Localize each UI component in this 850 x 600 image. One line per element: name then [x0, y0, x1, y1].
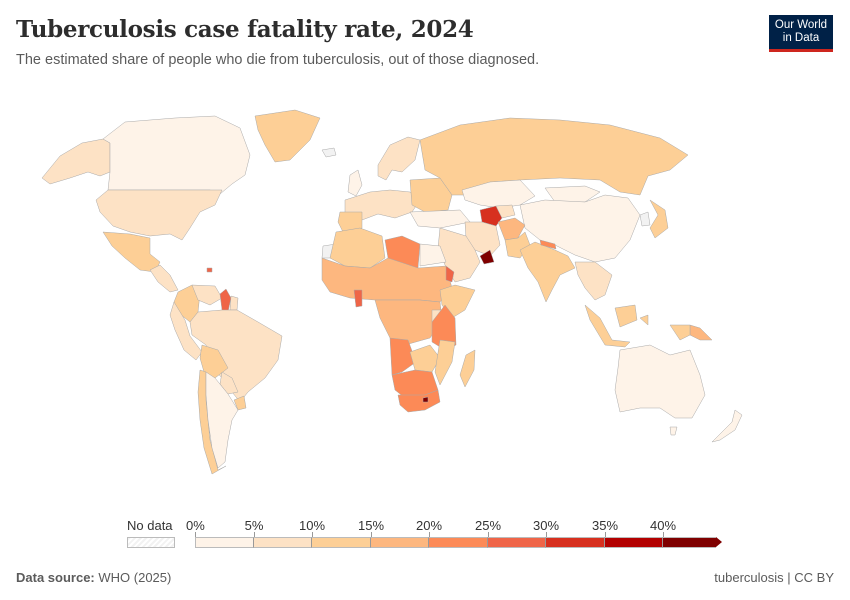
region-central-africa[interactable] — [374, 299, 443, 346]
region-lesotho[interactable] — [422, 396, 429, 403]
legend-no-data-label: No data — [127, 518, 173, 533]
legend-tickmark — [488, 532, 489, 537]
logo-line-1: Our World — [774, 19, 828, 31]
region-eritrea[interactable] — [445, 265, 455, 283]
region-mozambique[interactable] — [434, 339, 456, 386]
legend-tickmark — [371, 532, 372, 537]
region-tasmania[interactable] — [669, 426, 678, 436]
world-map — [0, 90, 850, 510]
region-iceland[interactable] — [321, 147, 337, 158]
legend-bin-10-15[interactable] — [312, 537, 371, 548]
region-canada[interactable] — [102, 115, 251, 195]
region-caribbean-hispaniola[interactable] — [206, 267, 213, 273]
legend-tickmark — [546, 532, 547, 537]
region-angola[interactable] — [389, 337, 417, 376]
legend-bin-35-40[interactable] — [605, 537, 663, 548]
region-japan[interactable] — [649, 199, 669, 239]
region-suriname[interactable] — [229, 295, 239, 311]
region-south-africa[interactable] — [397, 389, 441, 413]
region-sahel[interactable] — [321, 257, 453, 303]
region-guyana[interactable] — [219, 288, 232, 313]
region-alaska[interactable] — [41, 138, 111, 185]
legend-bin-30-35[interactable] — [546, 537, 605, 548]
region-greenland[interactable] — [254, 109, 321, 163]
owid-logo[interactable]: Our World in Data — [769, 15, 833, 52]
legend-tick-25: 25% — [474, 518, 502, 533]
legend-tickmark — [663, 532, 664, 537]
data-source-link[interactable]: WHO (2025) — [98, 570, 172, 585]
region-australia[interactable] — [614, 344, 706, 419]
legend-tick-5: 5% — [244, 518, 264, 533]
legend-bin-20-25[interactable] — [429, 537, 488, 548]
region-peru-ecuador[interactable] — [169, 301, 203, 361]
legend-tick-10: 10% — [298, 518, 326, 533]
legend-tickmark — [254, 532, 255, 537]
region-uae[interactable] — [479, 249, 495, 265]
region-central-america[interactable] — [149, 264, 179, 293]
region-uzbekistan[interactable] — [495, 204, 516, 219]
legend-no-data-swatch[interactable] — [127, 537, 175, 548]
legend-tick-40: 40% — [649, 518, 677, 533]
region-nepal[interactable] — [539, 239, 557, 250]
legend-open-arrow-icon — [716, 537, 722, 547]
region-uruguay[interactable] — [233, 395, 247, 411]
color-legend: No data 0% 5% 10% 15% 20% 25% 30% 35% 40… — [0, 515, 850, 555]
region-north-africa-west[interactable] — [329, 227, 386, 269]
region-mexico[interactable] — [102, 231, 161, 273]
legend-tickmark — [195, 532, 196, 537]
legend-bin-5-10[interactable] — [254, 537, 312, 548]
data-source-label: Data source: — [16, 570, 95, 585]
region-usa[interactable] — [95, 189, 223, 241]
region-venezuela[interactable] — [191, 284, 223, 306]
legend-bin-25-30[interactable] — [488, 537, 546, 548]
license-note[interactable]: tuberculosis | CC BY — [714, 570, 834, 585]
legend-tick-35: 35% — [591, 518, 619, 533]
logo-line-2: in Data — [782, 32, 820, 44]
legend-tick-0: 0% — [186, 518, 205, 533]
region-argentina[interactable] — [205, 371, 239, 469]
chart-title: Tuberculosis case fatality rate, 2024 — [16, 16, 474, 43]
region-madagascar[interactable] — [459, 349, 476, 388]
region-papua-new-guinea[interactable] — [689, 324, 713, 341]
data-source: Data source: WHO (2025) — [16, 570, 171, 585]
region-new-guinea-west[interactable] — [669, 324, 691, 341]
region-uk[interactable] — [347, 169, 363, 197]
region-balkans-turkey[interactable] — [409, 209, 471, 229]
region-paraguay[interactable] — [219, 371, 239, 395]
world-map-svg — [41, 109, 743, 475]
region-ghana[interactable] — [353, 289, 363, 308]
region-russia[interactable] — [419, 117, 689, 196]
chart-subtitle: The estimated share of people who die fr… — [16, 52, 540, 68]
region-indonesia[interactable] — [584, 304, 649, 348]
legend-tick-15: 15% — [357, 518, 385, 533]
region-mongolia[interactable] — [544, 185, 601, 203]
region-afghanistan[interactable] — [497, 217, 526, 241]
region-new-zealand[interactable] — [711, 409, 743, 443]
legend-bin-15-20[interactable] — [371, 537, 429, 548]
legend-tickmark — [605, 532, 606, 537]
legend-tick-20: 20% — [415, 518, 443, 533]
legend-tick-30: 30% — [532, 518, 560, 533]
region-korea[interactable] — [639, 211, 651, 227]
legend-bin-40-plus[interactable] — [663, 537, 716, 548]
legend-bin-0-5[interactable] — [195, 537, 254, 548]
region-southeast-asia[interactable] — [574, 261, 613, 301]
region-egypt[interactable] — [419, 243, 447, 267]
region-scandinavia[interactable] — [377, 136, 421, 181]
legend-tickmark — [429, 532, 430, 537]
region-india[interactable] — [519, 241, 576, 303]
region-kenya-tanzania[interactable] — [431, 304, 457, 351]
legend-tickmark — [312, 532, 313, 537]
